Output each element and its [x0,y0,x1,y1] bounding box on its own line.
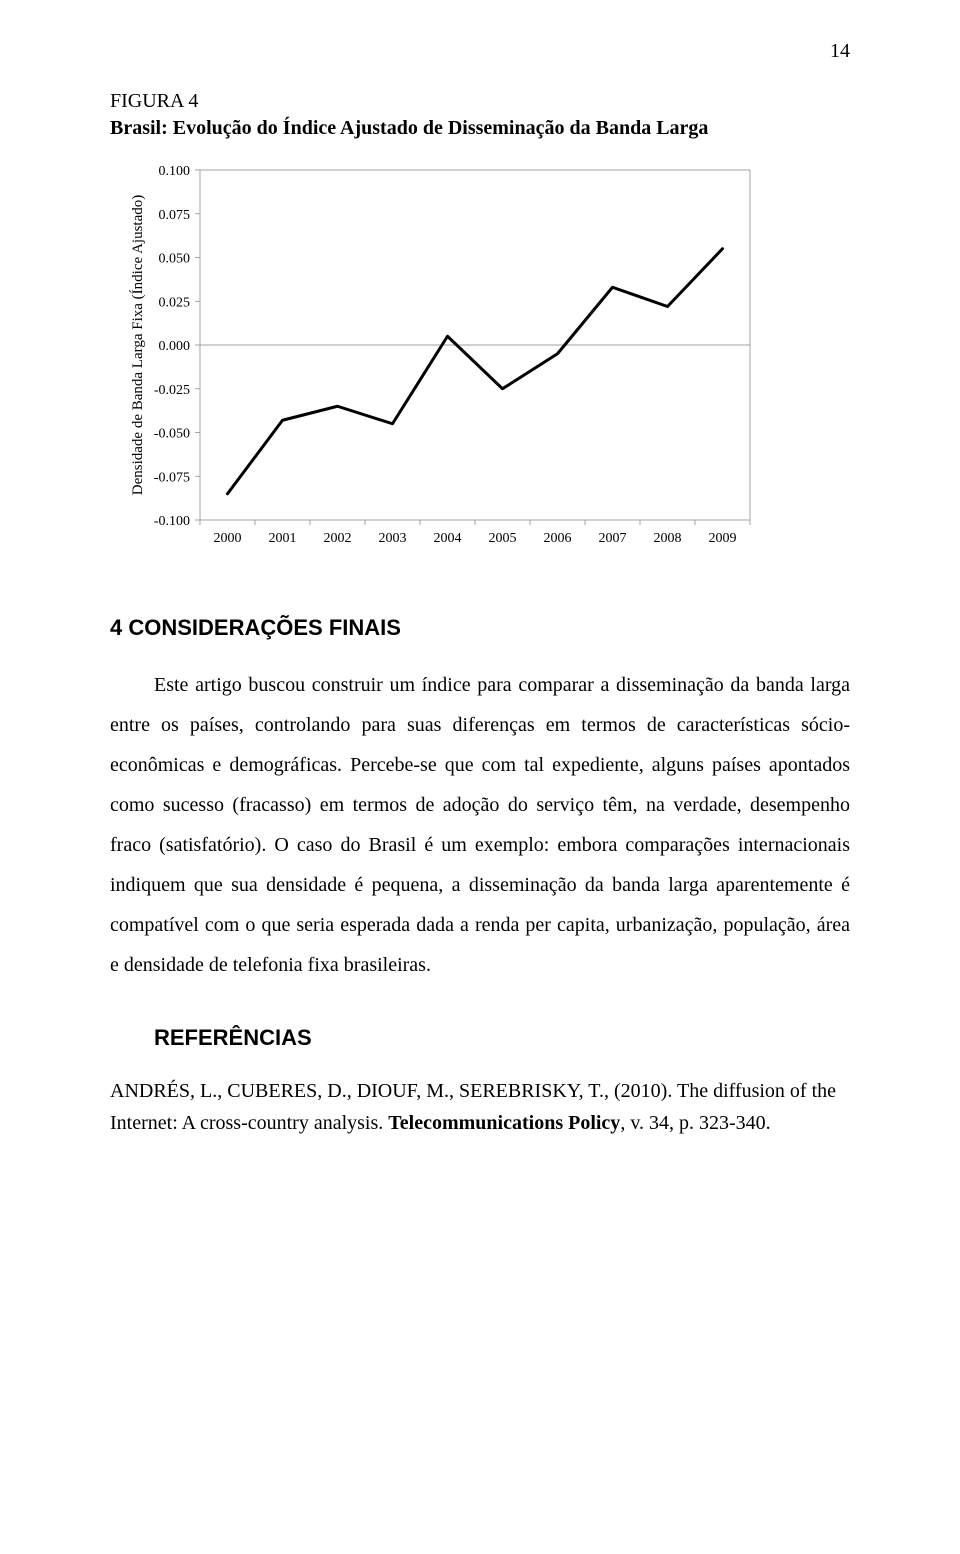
reference-journal: Telecommunications Policy [388,1112,620,1134]
references-heading: REFERÊNCIAS [110,1025,850,1051]
figure-title: Brasil: Evolução do Índice Ajustado de D… [110,117,850,140]
svg-text:0.050: 0.050 [159,252,191,267]
svg-text:2008: 2008 [654,531,682,546]
reference-text-suffix: , v. 34, p. 323-340. [620,1112,770,1134]
svg-text:0.100: 0.100 [159,164,191,179]
svg-text:2006: 2006 [544,531,572,546]
svg-text:2004: 2004 [434,531,462,546]
section-heading: 4 CONSIDERAÇÕES FINAIS [110,615,850,641]
svg-text:2003: 2003 [379,531,407,546]
line-chart: -0.100 -0.075 -0.050 -0.025 0.000 0.025 0.050 0… [110,160,850,565]
svg-text:-0.025: -0.025 [154,383,190,398]
svg-text:2002: 2002 [324,531,352,546]
svg-text:Densidade de Banda Larga Fixa: Densidade de Banda Larga Fixa (Índice Aj… [129,195,146,495]
svg-text:2000: 2000 [214,531,242,546]
reference-entry: ANDRÉS, L., CUBERES, D., DIOUF, M., SERE… [110,1075,850,1139]
body-paragraph: Este artigo buscou construir um índice p… [110,665,850,985]
svg-text:-0.075: -0.075 [154,470,190,485]
svg-text:0.025: 0.025 [159,295,191,310]
svg-text:2007: 2007 [599,531,627,546]
svg-text:-0.050: -0.050 [154,427,190,442]
svg-text:0.000: 0.000 [159,339,191,354]
svg-text:2009: 2009 [709,531,737,546]
svg-text:-0.100: -0.100 [154,514,190,529]
svg-text:2001: 2001 [269,531,297,546]
svg-text:2005: 2005 [489,531,517,546]
page-number: 14 [830,40,850,63]
figure-label: FIGURA 4 [110,90,850,113]
svg-text:0.075: 0.075 [159,208,191,223]
